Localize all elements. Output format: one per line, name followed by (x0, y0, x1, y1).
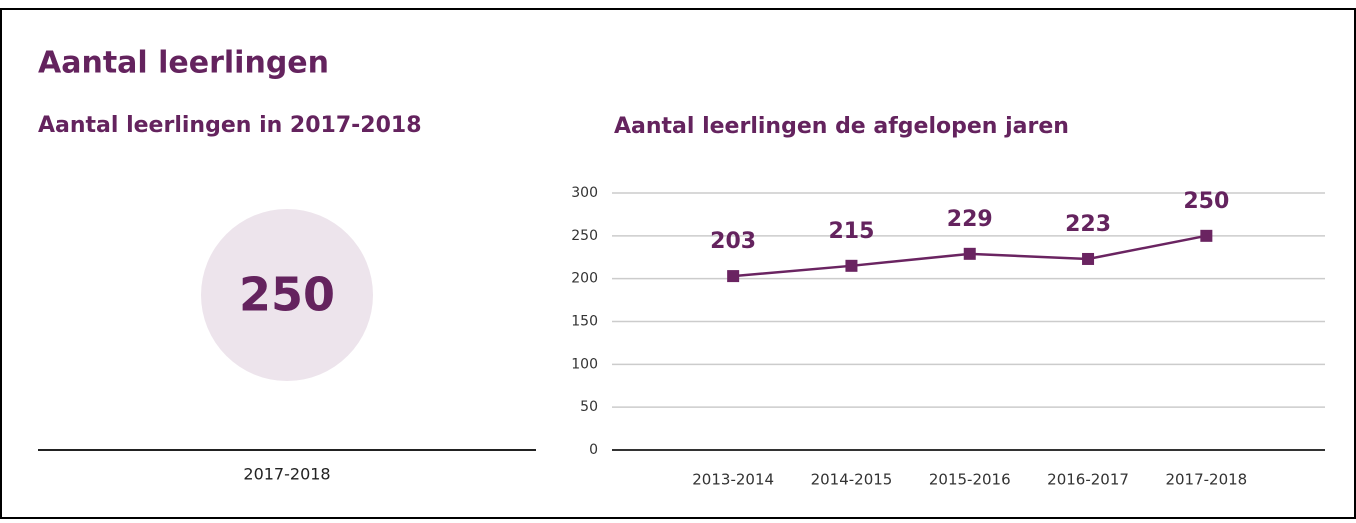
y-tick-label: 300 (571, 185, 598, 201)
stat-label: 2017-2018 (243, 465, 330, 484)
x-tick-label: 2015-2016 (929, 471, 1011, 489)
y-tick-label: 100 (571, 356, 598, 372)
page-title: Aantal leerlingen (38, 46, 329, 81)
y-tick-label: 250 (571, 228, 598, 244)
point (1200, 229, 1213, 242)
stat-circle (201, 209, 373, 381)
data-label: 203 (710, 229, 756, 254)
chart-title: Aantal leerlingen de afgelopen jaren (614, 114, 1069, 139)
data-label: 250 (1183, 189, 1229, 214)
stat-title: Aantal leerlingen in 2017-2018 (38, 113, 422, 138)
y-tick-label: 50 (580, 399, 598, 415)
x-tick-label: 2013-2014 (692, 471, 774, 489)
point (845, 259, 858, 272)
y-tick-label: 150 (571, 314, 598, 330)
data-label: 215 (828, 219, 874, 244)
stat-value: 250 (239, 268, 335, 322)
data-label: 223 (1065, 212, 1111, 237)
x-tick-label: 2017-2018 (1165, 471, 1247, 489)
y-tick-label: 200 (571, 271, 598, 287)
frame (0, 8, 1356, 519)
x-tick-label: 2016-2017 (1047, 471, 1129, 489)
point (963, 247, 976, 260)
data-label: 229 (947, 207, 993, 232)
point (727, 270, 740, 283)
point (1082, 252, 1095, 265)
y-tick-label: 0 (589, 442, 598, 458)
x-tick-label: 2014-2015 (811, 471, 893, 489)
